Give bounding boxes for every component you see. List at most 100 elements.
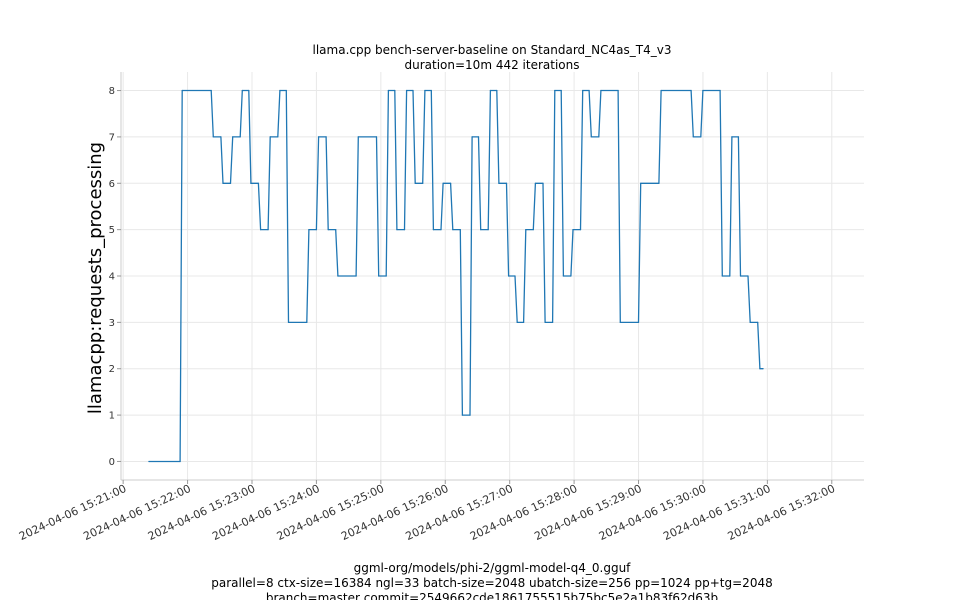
data-point bbox=[737, 136, 740, 138]
data-point bbox=[762, 368, 764, 370]
data-point bbox=[452, 229, 454, 231]
data-point bbox=[747, 275, 749, 277]
x-tick-label: 2024-04-06 15:29:00 bbox=[532, 482, 643, 543]
data-point bbox=[544, 321, 546, 323]
y-tick-label: 3 bbox=[109, 318, 115, 329]
data-point bbox=[731, 136, 733, 138]
data-point bbox=[560, 89, 562, 92]
data-point bbox=[212, 136, 214, 138]
data-point bbox=[598, 136, 600, 138]
y-tick-label: 6 bbox=[109, 179, 115, 190]
data-point bbox=[525, 229, 527, 231]
y-tick-label: 7 bbox=[109, 132, 115, 143]
data-point bbox=[570, 275, 572, 277]
data-point bbox=[588, 89, 590, 92]
data-point bbox=[387, 89, 389, 92]
y-tick-label: 2 bbox=[109, 364, 115, 375]
data-point bbox=[658, 182, 660, 184]
x-axis-label-params: parallel=8 ctx-size=16384 ngl=33 batch-s… bbox=[211, 576, 772, 590]
data-point bbox=[729, 275, 731, 277]
data-point bbox=[378, 275, 380, 277]
data-point bbox=[542, 182, 544, 184]
data-point bbox=[181, 89, 183, 92]
data-point bbox=[432, 229, 434, 231]
x-axis-label-branch: branch=master commit=2549662cde186175551… bbox=[266, 591, 718, 600]
data-point bbox=[440, 229, 442, 231]
data-point bbox=[489, 89, 491, 92]
data-point bbox=[496, 89, 498, 92]
data-point bbox=[660, 89, 662, 92]
x-tick-label: 2024-04-06 15:23:00 bbox=[146, 482, 257, 543]
data-point bbox=[308, 229, 310, 231]
data-point bbox=[337, 275, 339, 277]
data-point bbox=[412, 89, 414, 92]
data-point bbox=[523, 321, 525, 323]
data-point bbox=[617, 89, 619, 92]
data-point bbox=[430, 89, 432, 92]
y-tick-label: 5 bbox=[109, 225, 115, 236]
x-tick-label: 2024-04-06 15:24:00 bbox=[210, 482, 321, 543]
series bbox=[148, 89, 764, 463]
data-point bbox=[554, 89, 556, 92]
data-point bbox=[269, 136, 271, 138]
chart-title: llama.cpp bench-server-baseline on Stand… bbox=[313, 43, 672, 57]
data-point bbox=[637, 321, 640, 323]
data-point bbox=[239, 136, 241, 138]
data-point bbox=[505, 182, 508, 184]
data-point bbox=[757, 321, 759, 323]
data-point bbox=[514, 275, 516, 277]
data-point bbox=[619, 321, 621, 323]
data-point bbox=[749, 321, 751, 323]
data-point bbox=[692, 136, 694, 138]
data-point bbox=[424, 89, 426, 92]
data-point bbox=[579, 229, 582, 231]
data-point bbox=[396, 229, 398, 231]
data-point bbox=[450, 182, 452, 184]
data-point bbox=[285, 89, 287, 92]
data-point bbox=[229, 182, 232, 184]
data-point bbox=[315, 229, 317, 231]
data-point bbox=[277, 136, 279, 138]
data-point bbox=[459, 229, 461, 231]
data-point bbox=[327, 229, 329, 231]
data-point bbox=[721, 275, 723, 277]
data-point bbox=[414, 182, 416, 184]
y-tick-label: 8 bbox=[109, 86, 115, 97]
data-point bbox=[498, 182, 500, 184]
data-point bbox=[232, 136, 234, 138]
x-tick-label: 2024-04-06 15:32:00 bbox=[726, 482, 837, 543]
data-point bbox=[739, 275, 742, 277]
data-point bbox=[306, 321, 308, 323]
data-point bbox=[179, 460, 181, 463]
data-point bbox=[394, 89, 396, 92]
x-tick-label: 2024-04-06 15:26:00 bbox=[339, 482, 450, 543]
data-point bbox=[469, 414, 471, 416]
data-point bbox=[148, 460, 150, 463]
data-point bbox=[335, 229, 337, 231]
data-point bbox=[279, 89, 281, 92]
y-tick-label: 4 bbox=[109, 272, 115, 283]
data-point bbox=[257, 182, 259, 184]
x-tick-label: 2024-04-06 15:21:00 bbox=[17, 482, 128, 543]
x-tick-label: 2024-04-06 15:31:00 bbox=[661, 482, 772, 543]
chart-subtitle: duration=10m 442 iterations bbox=[405, 58, 580, 72]
x-tick-label: 2024-04-06 15:22:00 bbox=[81, 482, 192, 543]
data-point bbox=[700, 136, 702, 138]
data-point bbox=[318, 136, 320, 138]
data-point bbox=[640, 182, 642, 184]
y-tick-label: 0 bbox=[109, 457, 115, 468]
data-point bbox=[534, 182, 537, 184]
x-axis-label-model: ggml-org/models/phi-2/ggml-model-q4_0.gg… bbox=[354, 561, 632, 575]
data-point bbox=[442, 182, 444, 184]
x-tick-label: 2024-04-06 15:25:00 bbox=[275, 482, 386, 543]
grid-lines bbox=[121, 72, 864, 480]
data-point bbox=[287, 321, 290, 323]
data-point bbox=[590, 136, 592, 138]
data-point bbox=[516, 321, 518, 323]
data-point bbox=[690, 89, 692, 92]
data-point bbox=[222, 182, 224, 184]
data-point bbox=[719, 89, 721, 92]
data-point bbox=[759, 368, 761, 370]
